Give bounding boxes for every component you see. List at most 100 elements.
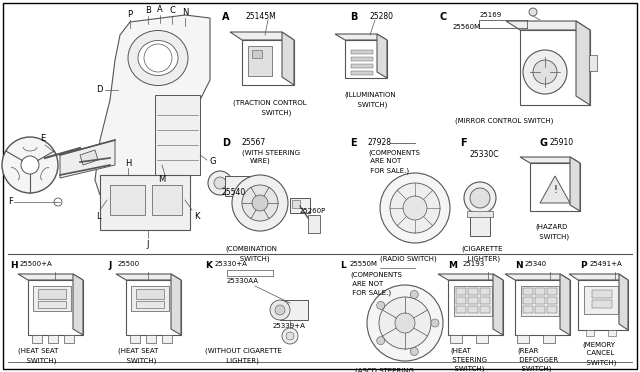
Text: ARE NOT: ARE NOT <box>368 158 401 164</box>
Bar <box>468 288 478 295</box>
Text: WIRE): WIRE) <box>250 158 271 164</box>
Polygon shape <box>73 274 83 335</box>
Bar <box>280 300 308 320</box>
Text: J: J <box>108 261 111 270</box>
Circle shape <box>403 196 427 220</box>
Bar <box>547 288 557 295</box>
Text: N: N <box>515 261 523 270</box>
Circle shape <box>523 50 567 94</box>
Circle shape <box>533 60 557 84</box>
Polygon shape <box>345 40 387 78</box>
Text: SWITCH): SWITCH) <box>517 366 552 372</box>
Bar <box>454 286 492 316</box>
Polygon shape <box>560 274 570 335</box>
Circle shape <box>464 182 496 214</box>
Bar <box>592 300 612 308</box>
Text: 25280: 25280 <box>370 12 394 21</box>
Text: 25540: 25540 <box>222 188 246 197</box>
Circle shape <box>377 301 385 310</box>
Text: N: N <box>182 8 188 17</box>
Bar <box>33 286 71 311</box>
Polygon shape <box>506 21 590 30</box>
Polygon shape <box>377 34 387 78</box>
Polygon shape <box>242 40 294 85</box>
Text: L: L <box>96 212 100 221</box>
Circle shape <box>37 153 49 165</box>
Text: (HEAT: (HEAT <box>450 348 471 355</box>
Text: (TRACTION CONTROL: (TRACTION CONTROL <box>233 100 307 106</box>
Text: P: P <box>127 10 132 19</box>
Text: 25491+A: 25491+A <box>590 261 623 267</box>
Bar <box>592 290 612 298</box>
Bar <box>32 335 42 343</box>
Text: DEFOGGER: DEFOGGER <box>517 357 558 363</box>
Polygon shape <box>540 176 570 203</box>
Bar <box>470 214 490 236</box>
Text: (MEMORY: (MEMORY <box>582 341 615 347</box>
Text: F: F <box>460 138 467 148</box>
Bar <box>351 57 373 61</box>
Polygon shape <box>438 274 503 280</box>
Bar <box>468 306 478 313</box>
Text: SWITCH): SWITCH) <box>248 109 292 115</box>
Text: 27928: 27928 <box>368 138 392 147</box>
Bar <box>152 185 182 215</box>
Bar <box>110 185 145 215</box>
Polygon shape <box>570 157 580 211</box>
Text: C: C <box>169 6 175 15</box>
Text: A: A <box>157 5 163 14</box>
Text: 25339+A: 25339+A <box>273 323 306 329</box>
Bar <box>136 301 164 308</box>
Bar <box>456 297 466 304</box>
Text: 25145M: 25145M <box>245 12 276 21</box>
Polygon shape <box>569 274 628 280</box>
Polygon shape <box>576 21 590 105</box>
Bar <box>162 335 172 343</box>
Polygon shape <box>28 280 83 335</box>
Text: (HEAT SEAT: (HEAT SEAT <box>18 348 58 355</box>
Text: CANCEL: CANCEL <box>582 350 614 356</box>
Bar <box>456 306 466 313</box>
Text: H: H <box>10 261 18 270</box>
Circle shape <box>367 285 443 361</box>
Bar <box>456 288 466 295</box>
Bar <box>535 306 545 313</box>
Bar <box>100 175 190 230</box>
Text: (COMBINATION: (COMBINATION <box>225 246 277 253</box>
Text: SWITCH): SWITCH) <box>353 101 387 108</box>
Bar <box>290 198 310 213</box>
Polygon shape <box>493 274 503 335</box>
Text: C: C <box>440 12 447 22</box>
Circle shape <box>286 332 294 340</box>
Bar <box>450 335 462 343</box>
Text: P: P <box>580 261 587 270</box>
Text: E: E <box>40 134 45 143</box>
Polygon shape <box>230 32 294 40</box>
Text: (ILLUMINATION: (ILLUMINATION <box>344 92 396 99</box>
Text: G: G <box>540 138 548 148</box>
Text: !: ! <box>553 185 557 195</box>
Text: 25910: 25910 <box>550 138 574 147</box>
Text: 25260P: 25260P <box>300 208 326 214</box>
Bar <box>547 297 557 304</box>
Text: K: K <box>194 212 200 221</box>
Text: LIGHTER): LIGHTER) <box>463 255 500 262</box>
Text: (WITH STEERING: (WITH STEERING <box>242 149 300 155</box>
Text: 25330+A: 25330+A <box>215 261 248 267</box>
Circle shape <box>2 137 58 193</box>
Polygon shape <box>578 280 628 330</box>
Bar <box>523 306 533 313</box>
Text: L: L <box>340 261 346 270</box>
Circle shape <box>379 297 431 349</box>
Text: SWITCH): SWITCH) <box>537 233 569 240</box>
Bar <box>38 289 66 299</box>
Circle shape <box>390 183 440 233</box>
Bar <box>535 288 545 295</box>
Text: B: B <box>350 12 357 22</box>
Bar <box>155 95 200 175</box>
Bar <box>543 335 555 343</box>
Polygon shape <box>126 280 181 335</box>
Text: (MIRROR CONTROL SWITCH): (MIRROR CONTROL SWITCH) <box>455 118 554 125</box>
Text: (HAZARD: (HAZARD <box>535 224 568 231</box>
Bar <box>468 297 478 304</box>
